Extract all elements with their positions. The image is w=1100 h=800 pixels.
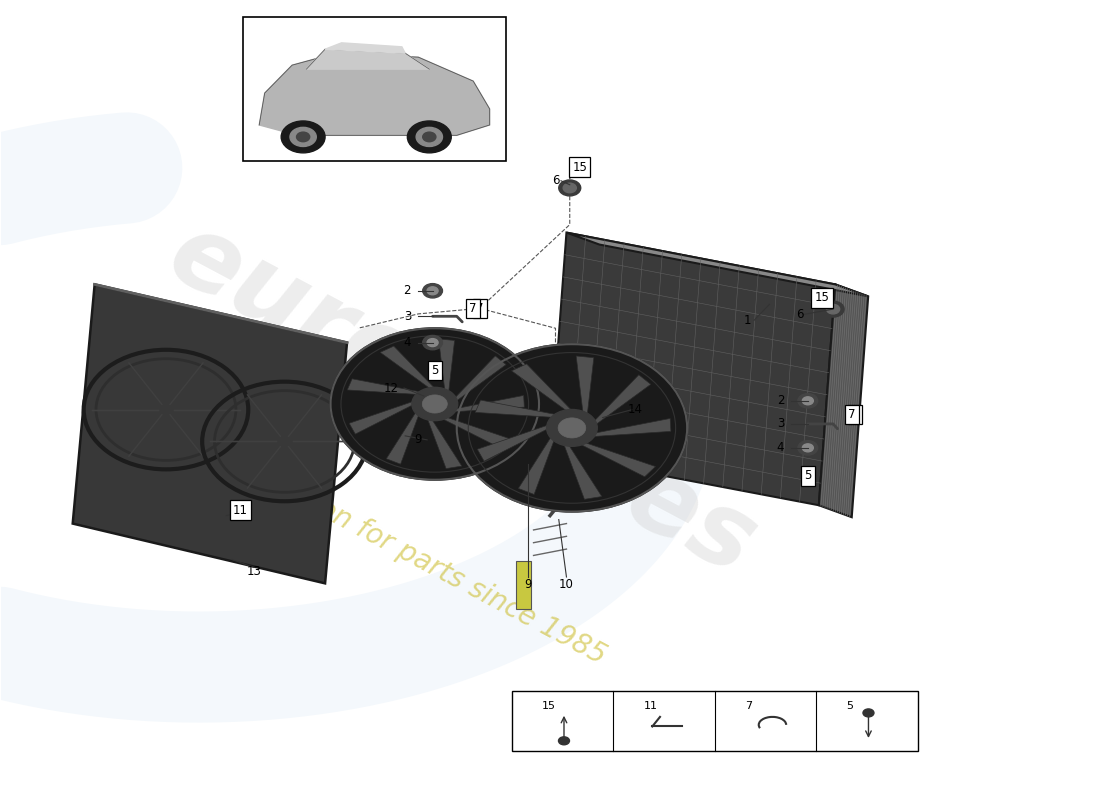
Polygon shape <box>441 417 510 448</box>
Polygon shape <box>818 285 868 517</box>
Polygon shape <box>381 346 436 389</box>
Polygon shape <box>439 339 454 393</box>
Circle shape <box>416 127 442 146</box>
Circle shape <box>411 387 458 421</box>
Text: 4: 4 <box>404 336 411 349</box>
Circle shape <box>802 397 813 405</box>
Polygon shape <box>307 50 429 69</box>
Polygon shape <box>593 374 651 426</box>
Circle shape <box>290 127 317 146</box>
Polygon shape <box>512 364 572 411</box>
Bar <box>512 691 917 750</box>
Text: 4: 4 <box>777 442 784 454</box>
Bar <box>243 18 506 161</box>
Circle shape <box>422 132 436 142</box>
Circle shape <box>558 418 586 438</box>
Circle shape <box>798 394 817 408</box>
Text: 2: 2 <box>777 394 784 407</box>
Polygon shape <box>580 442 656 477</box>
Text: 15: 15 <box>542 701 556 711</box>
Polygon shape <box>516 561 531 609</box>
Text: 10: 10 <box>559 578 574 591</box>
Polygon shape <box>550 233 835 506</box>
Polygon shape <box>73 285 346 583</box>
Circle shape <box>551 480 580 501</box>
Circle shape <box>407 121 451 153</box>
Text: 1: 1 <box>744 314 751 326</box>
Circle shape <box>822 301 844 317</box>
Text: a passion for parts since 1985: a passion for parts since 1985 <box>227 449 611 670</box>
Text: 5: 5 <box>431 364 439 377</box>
Circle shape <box>802 444 813 452</box>
Text: 7: 7 <box>848 408 856 421</box>
Circle shape <box>798 441 817 455</box>
Polygon shape <box>475 400 558 418</box>
Text: 11: 11 <box>644 701 658 711</box>
Polygon shape <box>349 401 415 434</box>
Polygon shape <box>563 443 602 499</box>
Polygon shape <box>518 436 554 494</box>
Polygon shape <box>455 444 524 467</box>
Polygon shape <box>452 395 525 412</box>
Text: 12: 12 <box>384 382 398 394</box>
Text: 7: 7 <box>745 701 752 711</box>
Circle shape <box>547 410 597 446</box>
Circle shape <box>456 344 688 512</box>
Text: 13: 13 <box>246 565 261 578</box>
Polygon shape <box>363 424 430 447</box>
Polygon shape <box>386 411 419 464</box>
Text: 15: 15 <box>815 291 829 305</box>
Circle shape <box>427 286 438 294</box>
Circle shape <box>297 132 310 142</box>
Text: 15: 15 <box>572 161 587 174</box>
Circle shape <box>422 284 442 298</box>
Polygon shape <box>566 233 868 296</box>
Text: 5: 5 <box>847 701 854 711</box>
Text: eurospares: eurospares <box>152 203 772 597</box>
Polygon shape <box>427 418 462 469</box>
Text: 6: 6 <box>552 174 559 187</box>
Text: 6: 6 <box>796 308 804 321</box>
Circle shape <box>331 328 539 480</box>
Circle shape <box>282 121 326 153</box>
Text: 14: 14 <box>628 403 643 416</box>
Text: 9: 9 <box>415 434 422 446</box>
Polygon shape <box>592 418 671 437</box>
Circle shape <box>864 709 874 717</box>
Circle shape <box>826 304 839 314</box>
Text: 3: 3 <box>404 310 411 322</box>
Polygon shape <box>454 356 506 402</box>
Text: 11: 11 <box>233 503 249 517</box>
Text: 7: 7 <box>470 302 477 315</box>
Polygon shape <box>576 356 594 415</box>
Polygon shape <box>260 54 490 135</box>
Circle shape <box>422 335 442 350</box>
Circle shape <box>427 338 438 346</box>
Circle shape <box>563 183 576 193</box>
Polygon shape <box>348 378 421 394</box>
Text: 5: 5 <box>804 470 812 482</box>
Text: 7: 7 <box>476 302 484 315</box>
Circle shape <box>559 180 581 196</box>
Text: 3: 3 <box>777 418 784 430</box>
Polygon shape <box>477 425 549 462</box>
Polygon shape <box>326 43 405 54</box>
Text: 9: 9 <box>525 578 531 591</box>
Circle shape <box>559 737 570 745</box>
Circle shape <box>422 395 448 413</box>
Text: 2: 2 <box>404 284 411 298</box>
Text: 7: 7 <box>851 408 859 421</box>
